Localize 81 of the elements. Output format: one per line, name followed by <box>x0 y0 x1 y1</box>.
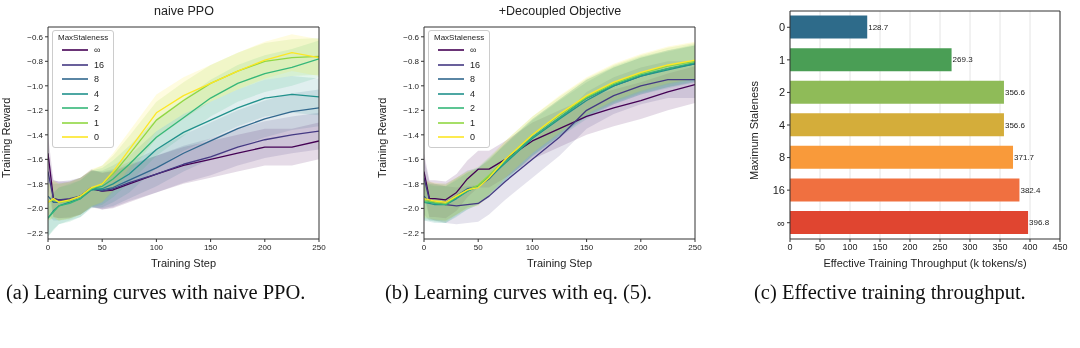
legend-title: MaxStaleness <box>434 33 485 42</box>
y-tick-label: −1.8 <box>27 179 44 189</box>
y-tick-label: −1.0 <box>27 81 44 91</box>
y-tick-label: −2.2 <box>403 228 420 238</box>
x-tick-label: 50 <box>97 242 108 252</box>
chart-title: +Decoupled Objective <box>497 4 623 18</box>
y-tick-label: −0.8 <box>27 57 44 67</box>
x-tick-label: 0 <box>787 242 793 253</box>
y-tick-label: 4 <box>778 118 785 131</box>
x-tick-label: 350 <box>992 242 1008 253</box>
y-tick-label: −2.0 <box>27 204 44 214</box>
x-axis-title: Training Step <box>526 257 593 269</box>
y-axis-title: Maximum Staleness <box>747 80 760 180</box>
x-tick-label: 100 <box>525 242 540 252</box>
legend-label: 8 <box>94 74 100 85</box>
x-tick-label: 250 <box>688 242 703 252</box>
legend-label: 4 <box>94 88 100 99</box>
x-tick-label: 450 <box>1052 242 1068 253</box>
legend-label: 2 <box>94 103 100 114</box>
y-tick-label: −1.0 <box>403 81 420 91</box>
legend-label: 1 <box>94 117 100 128</box>
x-tick-label: 250 <box>932 242 948 253</box>
x-tick-label: 200 <box>634 242 649 252</box>
legend-label: ∞ <box>470 45 477 56</box>
legend-label: 8 <box>470 74 476 85</box>
y-axis-title: Training Reward <box>375 97 388 178</box>
y-tick-label: −2.2 <box>27 228 44 238</box>
x-tick-label: 50 <box>814 242 826 253</box>
x-tick-label: 250 <box>312 242 327 252</box>
x-tick-label: 300 <box>962 242 978 253</box>
legend-label: 2 <box>470 103 476 114</box>
y-tick-label: −1.4 <box>27 130 44 140</box>
text: (c) Effective training throughput. <box>754 281 1027 304</box>
y-tick-label: ∞ <box>777 216 785 229</box>
legend-label: ∞ <box>94 45 101 56</box>
text: (a) Learning curves with naive PPO. <box>6 281 307 304</box>
x-tick-label: 200 <box>258 242 273 252</box>
legend-label: 0 <box>470 132 476 143</box>
data-label: 356.6 <box>1004 88 1026 98</box>
y-axis-title: Training Reward <box>0 97 12 178</box>
x-tick-label: 150 <box>203 242 218 252</box>
x-axis-title: Training Step <box>150 257 217 269</box>
x-tick-label: 100 <box>149 242 164 252</box>
y-tick-label: −1.2 <box>403 106 420 116</box>
y-tick-label: −0.8 <box>403 57 420 67</box>
y-tick-label: 2 <box>778 86 785 99</box>
x-tick-label: 0 <box>421 242 427 252</box>
y-tick-label: −0.6 <box>27 32 44 42</box>
data-label: 396.8 <box>1029 218 1050 228</box>
x-tick-label: 150 <box>579 242 594 252</box>
x-tick-label: 50 <box>473 242 484 252</box>
data-label: 382.4 <box>1020 185 1042 195</box>
legend-title: MaxStaleness <box>58 33 109 42</box>
legend-label: 0 <box>94 132 100 143</box>
y-tick-label: −0.6 <box>403 32 420 42</box>
y-tick-label: 0 <box>778 21 785 34</box>
x-tick-label: 100 <box>842 242 858 253</box>
y-tick-label: −1.6 <box>27 155 44 165</box>
legend-label: 16 <box>470 59 481 70</box>
legend-label: 1 <box>470 117 476 128</box>
x-tick-label: 200 <box>902 242 918 253</box>
legend-label: 16 <box>94 59 105 70</box>
y-tick-label: −2.0 <box>403 204 420 214</box>
x-tick-label: 0 <box>45 242 51 252</box>
chart-title: naive PPO <box>153 4 215 18</box>
y-tick-label: 8 <box>778 151 785 164</box>
y-tick-label: −1.6 <box>403 155 420 165</box>
legend-label: 4 <box>470 88 476 99</box>
text: (b) Learning curves with eq. (5). <box>385 281 653 304</box>
x-tick-label: 400 <box>1022 242 1038 253</box>
y-tick-label: −1.8 <box>403 179 420 189</box>
y-tick-label: −1.4 <box>403 130 420 140</box>
y-tick-label: 1 <box>778 53 785 66</box>
x-tick-label: 150 <box>872 242 888 253</box>
data-label: 371.7 <box>1014 153 1035 163</box>
x-axis-title: Effective Training Throughput (k tokens/s) <box>823 257 1027 269</box>
data-label: 269.3 <box>952 55 974 65</box>
data-label: 128.7 <box>868 22 889 32</box>
data-label: 356.6 <box>1004 120 1026 130</box>
y-tick-label: 16 <box>772 184 785 197</box>
y-tick-label: −1.2 <box>27 106 44 116</box>
